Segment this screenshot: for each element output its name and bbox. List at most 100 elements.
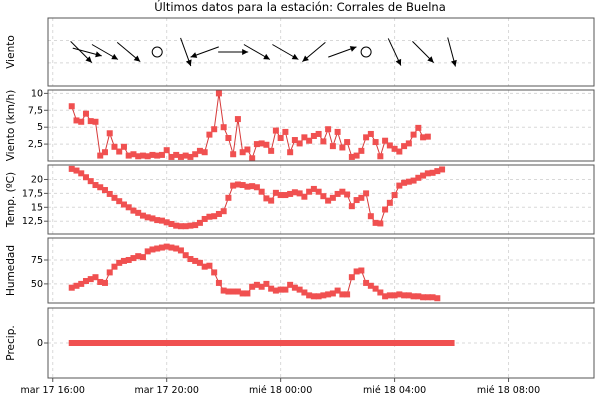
data-point <box>187 340 194 346</box>
data-point <box>211 340 218 346</box>
data-point <box>206 131 213 138</box>
data-point <box>291 284 298 291</box>
data-point <box>301 134 308 141</box>
data-point <box>325 197 332 204</box>
data-point <box>182 223 189 230</box>
data-point <box>420 134 427 141</box>
data-point <box>272 189 279 196</box>
data-point <box>291 340 298 346</box>
data-point <box>182 152 189 159</box>
panel-precipitation: Precip. 0 <box>5 307 595 379</box>
data-point <box>177 153 184 160</box>
data-point <box>258 140 265 147</box>
data-point <box>201 149 208 156</box>
data-point <box>68 340 75 346</box>
data-point <box>97 184 104 191</box>
wind-arrow <box>412 41 435 63</box>
data-point <box>168 340 175 346</box>
data-point <box>420 172 427 179</box>
data-point <box>144 340 151 346</box>
data-point <box>339 144 346 151</box>
data-point <box>192 151 199 158</box>
data-point <box>87 118 94 125</box>
data-point <box>277 135 284 142</box>
data-point <box>168 220 175 227</box>
data-point <box>111 340 118 346</box>
data-point <box>139 340 146 346</box>
data-point <box>244 183 251 190</box>
data-point <box>391 192 398 199</box>
data-point <box>420 294 427 301</box>
data-point <box>125 204 132 211</box>
y-tick-label: 0 <box>37 338 43 349</box>
data-point <box>306 188 313 195</box>
data-point <box>320 340 327 346</box>
data-point <box>249 283 256 290</box>
data-point <box>287 281 294 288</box>
data-point <box>258 340 265 346</box>
data-point <box>192 222 199 229</box>
data-point <box>244 146 251 153</box>
data-point <box>277 286 284 293</box>
data-point <box>344 291 351 298</box>
y-axis-label: Temp. (ºC) <box>5 172 17 228</box>
data-point <box>429 169 436 176</box>
data-point <box>92 340 99 346</box>
data-point <box>253 184 260 191</box>
data-point <box>329 194 336 201</box>
data-point <box>410 177 417 184</box>
data-point <box>230 340 237 346</box>
data-point <box>192 257 199 264</box>
y-tick-label: 10 <box>31 88 43 99</box>
data-point <box>405 292 412 299</box>
data-point <box>382 206 389 213</box>
data-point <box>196 219 203 226</box>
data-point <box>334 190 341 197</box>
y-tick-label: 7,5 <box>28 105 43 116</box>
wind-arrow <box>91 44 119 60</box>
data-point <box>348 274 355 281</box>
data-point <box>410 293 417 300</box>
data-point <box>154 245 161 252</box>
data-point <box>111 194 118 201</box>
data-point <box>401 143 408 150</box>
data-point <box>182 252 189 259</box>
data-point <box>344 191 351 198</box>
x-tick-label: mié 18 04:00 <box>363 385 426 396</box>
wind-arrow <box>72 47 102 58</box>
data-point <box>116 259 123 266</box>
data-point <box>87 178 94 185</box>
data-point <box>144 214 151 221</box>
data-point <box>177 247 184 254</box>
data-point <box>163 219 170 226</box>
data-point <box>329 290 336 297</box>
data-point <box>358 267 365 274</box>
data-point <box>363 340 370 346</box>
data-point <box>272 287 279 294</box>
y-tick-label: 12,5 <box>22 216 43 227</box>
data-point <box>396 340 403 346</box>
data-point <box>116 198 123 205</box>
data-point <box>187 153 194 160</box>
data-point <box>424 340 431 346</box>
data-point <box>367 130 374 137</box>
y-tick-label: 50 <box>31 279 43 290</box>
data-point <box>125 256 132 263</box>
data-point <box>391 145 398 152</box>
panel-wind-speed: Viento (km/h) 2,5 5 7,5 10 <box>5 88 595 162</box>
data-point <box>139 212 146 219</box>
data-point <box>234 116 241 123</box>
data-point <box>82 174 89 181</box>
data-point <box>92 118 99 125</box>
data-point <box>348 153 355 160</box>
data-point <box>353 340 360 346</box>
data-point <box>443 340 450 346</box>
x-axis: mar 17 16:00 mar 17 20:00 mié 18 00:00 mié … <box>20 378 540 396</box>
data-point <box>315 188 322 195</box>
data-point <box>154 152 161 159</box>
data-point <box>220 287 227 294</box>
data-point <box>163 340 170 346</box>
data-point <box>149 151 156 158</box>
data-point <box>287 149 294 156</box>
data-point <box>287 340 294 346</box>
